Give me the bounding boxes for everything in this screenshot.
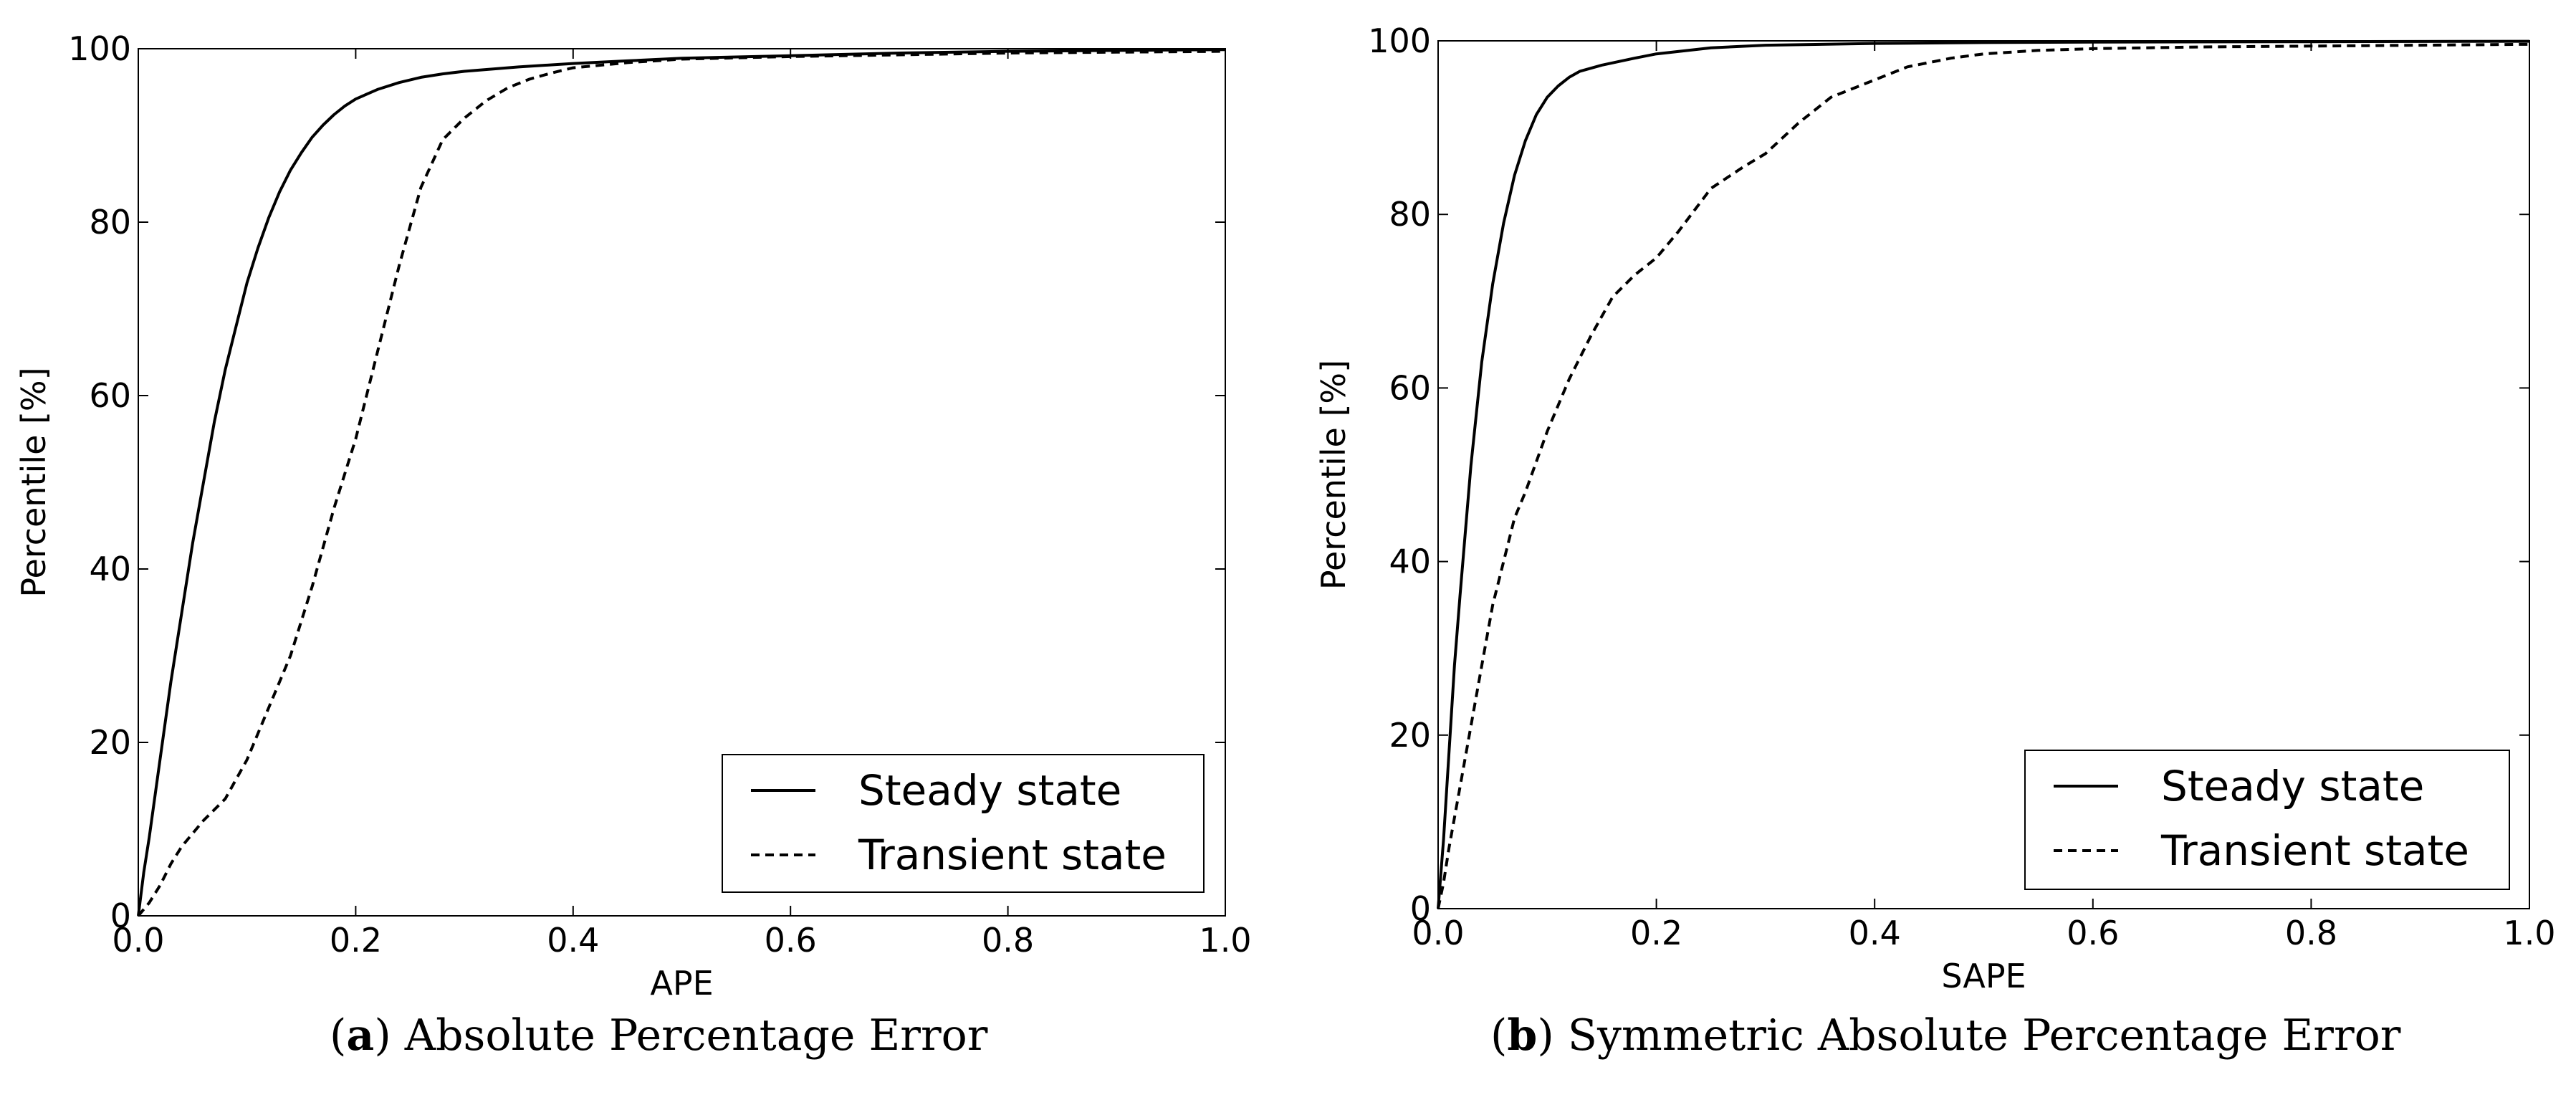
steady-state-line	[1437, 39, 2530, 909]
x-axis-label: SAPE	[1941, 957, 2026, 995]
legend-box	[2024, 750, 2510, 890]
x-tick-label: 0.4	[547, 921, 599, 960]
x-tick-label: 0.8	[2285, 914, 2337, 952]
caption-text-b: Symmetric Absolute Percentage Error	[1567, 1010, 2401, 1061]
x-tick-label: 0.0	[112, 921, 164, 960]
y-tick-label: 20	[89, 723, 131, 762]
x-tick-label: 0.4	[1849, 914, 1901, 952]
caption-sape: (b) Symmetric Absolute Percentage Error	[1490, 1010, 2401, 1061]
x-tick-label: 0.2	[330, 921, 382, 960]
legend-label: Transient state	[858, 831, 1167, 879]
y-tick-label: 20	[1389, 716, 1431, 755]
legend-box	[722, 754, 1205, 893]
caption-text-a: Absolute Percentage Error	[404, 1010, 988, 1061]
chart-sape: 0.0 0.2 0.4 0.6 0.8 1.0 0 20 40 60 80 100 SAPE Percen…	[1314, 21, 2556, 995]
y-tick-label: 80	[1389, 195, 1431, 234]
legend-label: Steady state	[2161, 762, 2424, 810]
y-tick-label: 40	[1389, 542, 1431, 581]
x-axis-label: APE	[650, 964, 713, 1003]
plot-frame	[138, 48, 1226, 917]
y-axis-label: Percentile [%]	[14, 367, 53, 597]
plot-frame	[1437, 40, 2530, 909]
x-tick-label: 0.2	[1630, 914, 1682, 952]
caption-tag-b: b	[1507, 1010, 1538, 1061]
legend-label: Transient state	[2160, 826, 2469, 875]
y-tick-label: 100	[68, 29, 131, 68]
x-tick-label: 1.0	[2503, 914, 2555, 952]
y-tick-label: 80	[89, 203, 131, 241]
y-tick-label: 0	[110, 896, 131, 935]
chart-ape: 0.0 0.2 0.4 0.6 0.8 1.0 0 20 40 60 80 100 APE Percent…	[14, 29, 1252, 1003]
y-tick-label: 60	[89, 376, 131, 415]
legend-label: Steady state	[858, 766, 1121, 815]
x-tick-label: 1.0	[1199, 921, 1251, 960]
x-tick-label: 0.8	[982, 921, 1034, 960]
y-tick-label: 40	[89, 550, 131, 588]
y-tick-label: 100	[1368, 21, 1431, 60]
caption-ape: (a) Absolute Percentage Error	[330, 1010, 988, 1061]
transient-state-line	[137, 49, 1226, 917]
x-tick-label: 0.0	[1412, 914, 1464, 952]
y-tick-label: 0	[1410, 889, 1431, 928]
caption-tag-a: a	[346, 1010, 375, 1061]
x-tick-label: 0.6	[2067, 914, 2119, 952]
transient-state-line	[1437, 42, 2530, 909]
y-axis-label: Percentile [%]	[1314, 360, 1353, 590]
x-tick-label: 0.6	[765, 921, 817, 960]
y-tick-label: 60	[1389, 368, 1431, 407]
steady-state-line	[137, 48, 1226, 917]
